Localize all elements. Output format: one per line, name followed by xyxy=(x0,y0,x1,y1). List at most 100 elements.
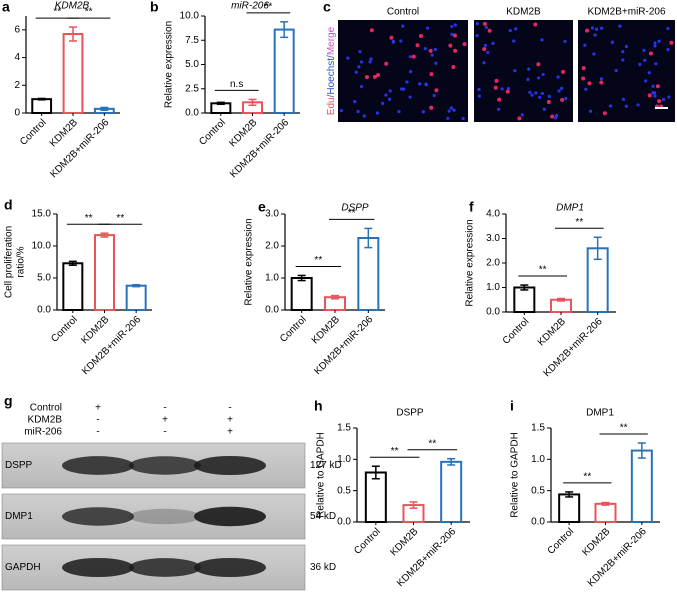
y-tick-label: 1.0 xyxy=(486,282,500,293)
y-axis-label: Relative expression xyxy=(465,219,476,306)
blot-band xyxy=(62,456,134,475)
cell xyxy=(409,70,413,74)
bar xyxy=(31,98,53,115)
cell xyxy=(433,47,437,52)
cell xyxy=(452,108,456,112)
cell xyxy=(583,43,587,47)
cell xyxy=(387,97,392,101)
panel-label: h xyxy=(314,398,323,414)
band-name: DSPP xyxy=(5,460,33,471)
column-title: KDM2B xyxy=(506,7,541,18)
treatment-sign: + xyxy=(95,403,101,414)
cell xyxy=(428,48,433,53)
column-title: KDM2B+miR-206 xyxy=(587,7,666,18)
cell xyxy=(408,55,412,59)
cell xyxy=(536,76,541,80)
cell xyxy=(447,109,451,113)
treatment-sign: - xyxy=(96,427,99,438)
blot-band xyxy=(194,506,266,527)
treatment-sign: - xyxy=(163,403,166,414)
cell xyxy=(644,79,648,83)
x-tick-label: KDM2B xyxy=(580,526,612,558)
cell xyxy=(647,93,652,98)
cell xyxy=(584,87,588,91)
cell xyxy=(592,52,596,56)
cell xyxy=(487,28,492,33)
y-tick-label: 1.0 xyxy=(337,454,351,465)
cell xyxy=(505,89,510,94)
cell xyxy=(618,24,622,28)
cell xyxy=(356,109,360,114)
chart-title: DSPP xyxy=(341,203,369,214)
cell xyxy=(482,47,487,52)
y-tick-label: 0.5 xyxy=(337,485,351,496)
cell xyxy=(482,61,486,65)
cell xyxy=(450,24,454,29)
bar xyxy=(630,449,653,523)
cell xyxy=(643,58,647,62)
cell xyxy=(346,56,350,60)
treatment-label: miR-206 xyxy=(24,427,62,438)
y-tick-label: 4 xyxy=(14,52,20,63)
cell xyxy=(667,95,671,99)
significance-label: ** xyxy=(391,446,399,457)
y-tick-label: 7.5 xyxy=(185,35,199,46)
y-tick-label: 0.0 xyxy=(337,517,351,528)
cell xyxy=(654,62,658,66)
treatment-sign: - xyxy=(96,415,99,426)
cell xyxy=(534,91,538,95)
cell xyxy=(429,105,434,110)
cell xyxy=(538,95,542,99)
cell xyxy=(497,97,502,102)
cell xyxy=(657,99,662,104)
x-tick-label: Control xyxy=(18,117,49,148)
y-axis-label: Cell proliferation xyxy=(4,226,15,298)
panel-label: d xyxy=(4,197,13,213)
cell xyxy=(514,27,518,31)
cell xyxy=(448,43,453,48)
cell xyxy=(415,43,420,48)
micrograph xyxy=(338,20,468,122)
y-tick-label: 2.0 xyxy=(486,258,500,269)
blot-band xyxy=(129,456,201,475)
side-label-part: /Hoechst/ xyxy=(326,55,337,97)
panel-label: g xyxy=(4,393,13,409)
panel-label: i xyxy=(510,398,514,414)
cell xyxy=(581,76,586,81)
cell xyxy=(600,26,604,30)
cell xyxy=(624,104,628,108)
panel-label: e xyxy=(258,199,266,215)
y-tick-label: 2.5 xyxy=(185,83,199,94)
cell xyxy=(362,114,366,118)
cell xyxy=(652,91,657,95)
cell xyxy=(506,86,511,91)
cell xyxy=(430,53,434,57)
y-tick-label: 4.0 xyxy=(486,209,500,220)
cell xyxy=(461,116,465,121)
cell xyxy=(610,40,614,44)
cell xyxy=(496,107,501,111)
treatment-label: KDM2B xyxy=(28,415,63,426)
cell xyxy=(564,96,568,101)
bar xyxy=(357,237,380,311)
cell xyxy=(599,77,604,81)
cell xyxy=(560,86,564,90)
significance-label: ** xyxy=(264,1,272,12)
cell xyxy=(384,93,388,97)
cell xyxy=(486,50,490,55)
cell xyxy=(517,116,522,121)
y-tick-label: 1.0 xyxy=(265,273,279,284)
y-axis-label: Relative expression xyxy=(164,21,175,108)
cell xyxy=(411,54,416,59)
bar xyxy=(125,284,147,311)
cell xyxy=(542,107,546,111)
cell xyxy=(560,97,565,102)
band-size: 127 kD xyxy=(310,460,342,471)
cell xyxy=(423,46,427,51)
cell xyxy=(666,47,670,52)
cell xyxy=(419,33,424,38)
y-tick-label: 15.0 xyxy=(32,209,52,220)
cell xyxy=(450,32,454,36)
cell xyxy=(657,39,661,43)
